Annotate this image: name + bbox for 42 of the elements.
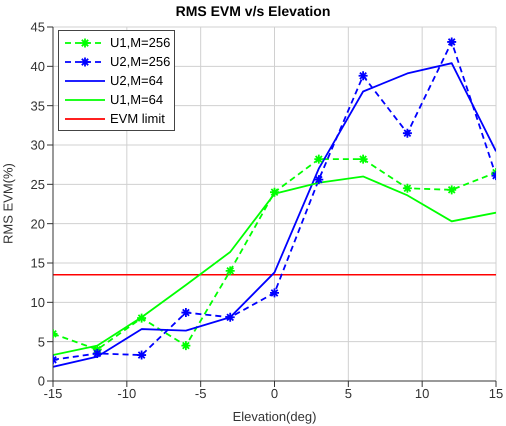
point <box>358 154 368 165</box>
x-tick-label: 15 <box>488 386 504 402</box>
point <box>269 287 280 298</box>
x-tick-label: -15 <box>44 386 62 402</box>
x-axis-title: Elevation(deg) <box>232 409 316 424</box>
y-tick-label: 35 <box>30 98 45 114</box>
x-tick-label: -10 <box>117 386 136 402</box>
point <box>180 340 192 351</box>
point <box>313 174 324 186</box>
legend-label: U1,M=64 <box>110 91 164 109</box>
point <box>269 186 280 198</box>
y-tick-label: 20 <box>30 216 45 232</box>
x-tick-label: 0 <box>270 386 278 402</box>
x-tick-label: -5 <box>194 386 206 402</box>
legend-label: EVM limit <box>110 110 165 128</box>
y-tick-label: 0 <box>38 374 45 389</box>
point <box>224 312 236 323</box>
point <box>313 154 324 165</box>
x-tick-label: 5 <box>344 386 352 402</box>
point <box>402 182 413 194</box>
y-tick-label: 30 <box>30 138 45 153</box>
point <box>180 307 192 318</box>
y-tick-label: 25 <box>30 176 45 192</box>
legend-label: U1,M=256 <box>110 34 170 52</box>
point <box>446 184 458 196</box>
point <box>136 350 147 360</box>
legend-label: U2,M=64 <box>110 72 164 90</box>
point <box>92 348 103 359</box>
point <box>402 128 413 139</box>
y-tick-label: 40 <box>30 58 45 74</box>
point <box>224 265 236 276</box>
y-tick-label: 15 <box>30 256 45 271</box>
chart-title: RMS EVM v/s Elevation <box>174 3 332 19</box>
point <box>446 36 458 48</box>
x-tick-label: 10 <box>414 386 430 402</box>
y-tick-label: 10 <box>30 294 45 310</box>
point <box>358 70 368 82</box>
y-tick-label: 5 <box>38 334 45 350</box>
y-axis-title: RMS EVM(%) <box>0 163 16 244</box>
point <box>136 312 147 324</box>
legend-label: U2,M=256 <box>110 53 170 71</box>
y-tick-label: 45 <box>30 20 45 35</box>
